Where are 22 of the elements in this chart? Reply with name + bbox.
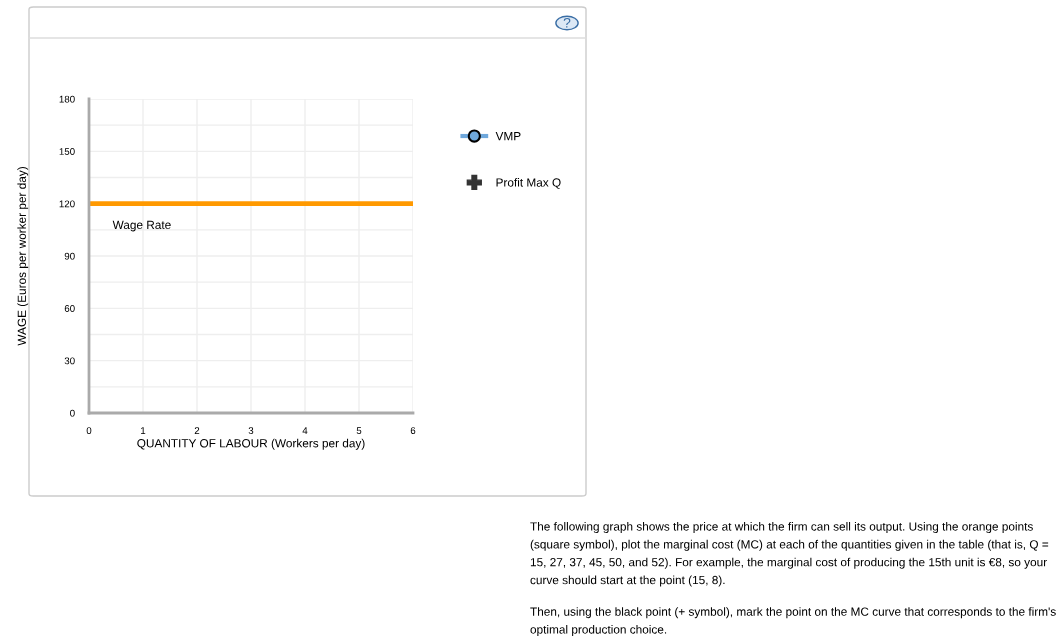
y-tick-label: 0 (70, 409, 75, 417)
x-tick-label: 1 (141, 427, 146, 434)
text: The following graph shows the price at which the firm can sell its output. Using the orange points (square symbol), plot the marginal cost (MC) at each of the quantities given in the table (that is, Q = 15, 27, 37, 45, 50, and 52). For example, the marginal cost of producing the 15th unit is €8, so your curve should start at the point (15, 8). (530, 522, 1049, 587)
x-tick-label: 5 (356, 427, 362, 435)
series-label: Wage Rate (112, 220, 171, 232)
y-tick-label: 60 (64, 305, 75, 312)
y-tick-label: 30 (64, 357, 75, 365)
legend-label: VMP (495, 132, 521, 141)
x-tick-label: 4 (302, 427, 308, 434)
x-tick-label: 3 (248, 427, 254, 435)
x-tick-label: 0 (86, 427, 92, 435)
y-tick-label: 120 (59, 200, 75, 208)
legend-label: Profit Max Q (496, 178, 561, 189)
text: Then, using the black point (+ symbol), mark the point on the MC curve that corresponds to the firm's optimal production choice. (530, 607, 1056, 636)
y-axis-title: WAGE (Euros per worker per day) (17, 167, 29, 346)
y-tick-label: 150 (59, 148, 75, 155)
x-tick-label: 6 (410, 427, 416, 435)
x-tick-label: 2 (194, 427, 200, 434)
text: ? (563, 17, 571, 28)
x-axis-title: QUANTITY OF LABOUR (Workers per day) (137, 438, 365, 450)
y-tick-label: 180 (59, 95, 75, 103)
y-tick-label: 90 (64, 252, 75, 260)
